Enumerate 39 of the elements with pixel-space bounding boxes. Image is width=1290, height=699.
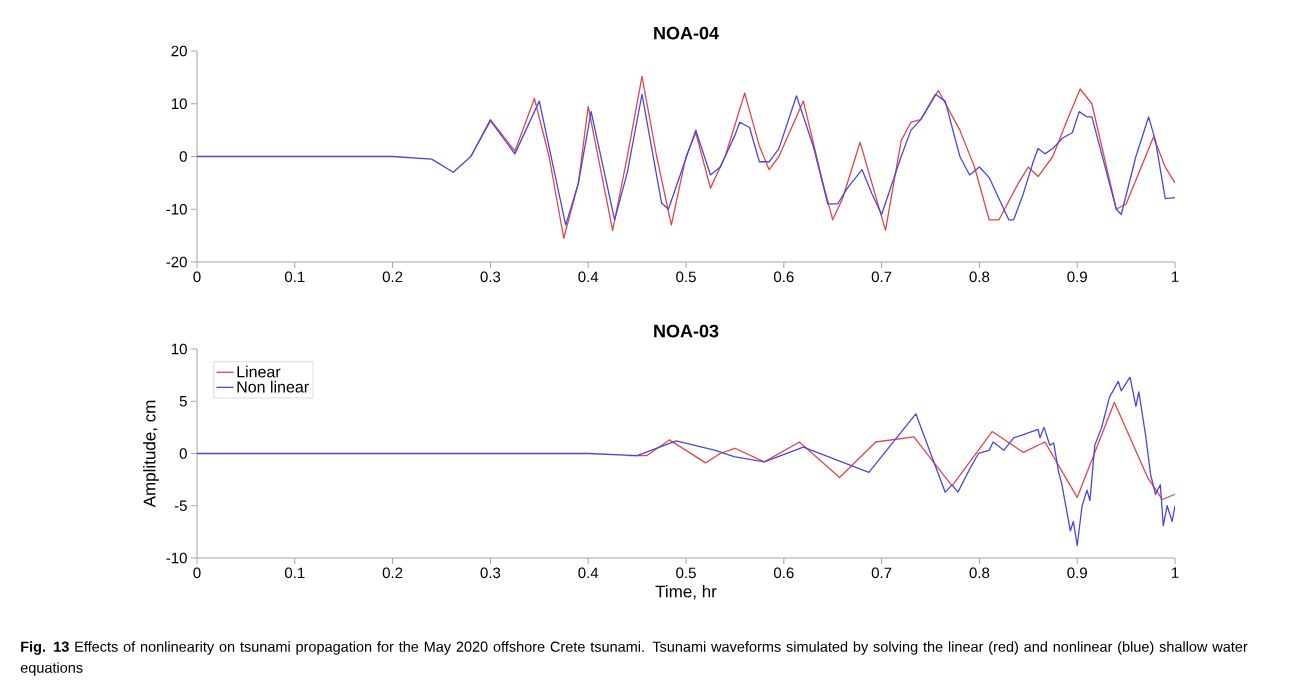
x-tick-label: 0.8: [969, 271, 990, 283]
y-tick-label: -5: [174, 500, 187, 511]
text: Fig. 13 Effects of nonlinearity on tsunami propagation for the May 2020 offshore Crete tsunami. Tsunami waveforms simulated by solving the linear (red) and nonlinear (blue) shallow water equations: [20, 641, 1248, 676]
y-tick-label: 0: [179, 151, 187, 162]
x-tick-label: 0.9: [1067, 271, 1087, 283]
x-tick-label: 0.4: [578, 271, 599, 283]
y-tick-label: 10: [171, 343, 187, 355]
x-tick-label: 0.1: [284, 271, 305, 283]
y-tick-label: 20: [171, 45, 187, 57]
y-tick-label: -10: [166, 203, 187, 215]
y-tick-label: -10: [166, 552, 187, 564]
x-axis-title: Time, hr: [655, 585, 717, 600]
x-tick-label: 0.5: [676, 271, 696, 283]
chart-title: NOA-04: [654, 26, 719, 40]
x-tick-label: 0.2: [382, 271, 403, 283]
x-tick-label: 0.5: [676, 567, 696, 579]
x-tick-label: 1: [1171, 271, 1179, 282]
x-tick-label: 1: [1171, 567, 1179, 578]
x-tick-label: 0.7: [871, 271, 892, 283]
y-tick-label: -20: [166, 256, 187, 268]
x-tick-label: 0.9: [1067, 567, 1087, 579]
x-tick-label: 0: [193, 271, 201, 283]
legend-label: Non linear: [237, 380, 309, 393]
chart-title: NOA-03: [654, 324, 719, 338]
x-tick-label: 0.2: [382, 567, 403, 579]
y-tick-label: 5: [179, 396, 187, 407]
y-tick-label: 10: [171, 98, 187, 110]
legend-label: Linear: [237, 365, 281, 378]
x-tick-label: 0.3: [480, 567, 501, 579]
x-tick-label: 0: [193, 567, 201, 579]
x-tick-label: 0.1: [284, 567, 305, 579]
x-tick-label: 0.3: [480, 271, 501, 283]
x-tick-label: 0.4: [578, 567, 599, 579]
x-tick-label: 0.8: [969, 567, 990, 579]
x-tick-label: 0.6: [773, 567, 794, 579]
y-tick-label: 0: [179, 448, 187, 459]
x-tick-label: 0.7: [871, 567, 892, 579]
y-axis-title: Amplitude, cm: [143, 400, 159, 508]
x-tick-label: 0.6: [773, 271, 794, 283]
